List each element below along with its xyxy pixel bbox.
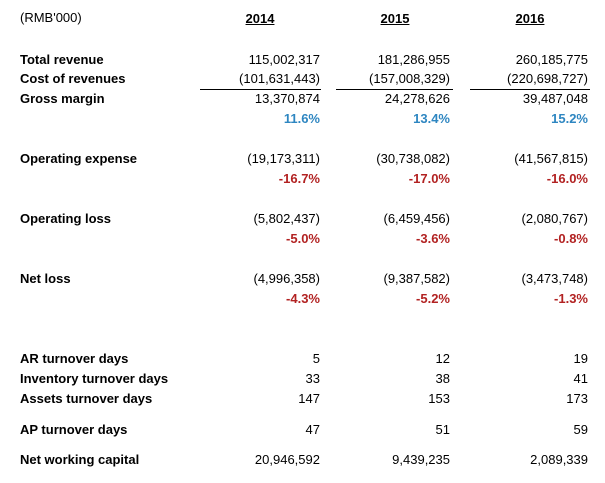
inventory-turnover-days-2015: 38 bbox=[435, 371, 450, 386]
ap-turnover-days-2015: 51 bbox=[435, 422, 450, 437]
operating-expense-pct-2014: -16.7% bbox=[278, 171, 320, 186]
unit-label: (RMB'000) bbox=[20, 10, 82, 25]
gross-margin-pct-2015: 13.4% bbox=[413, 111, 450, 126]
year-header-2016: 2016 bbox=[515, 11, 545, 26]
operating-loss-pct-2016: -0.8% bbox=[554, 231, 588, 246]
net-loss-2015: (9,387,582) bbox=[383, 271, 451, 286]
net-working-capital-2015: 9,439,235 bbox=[392, 452, 450, 467]
operating-expense-2014: (19,173,311) bbox=[247, 151, 320, 166]
year-header-2014: 2014 bbox=[245, 11, 275, 26]
net-loss-2014: (4,996,358) bbox=[253, 271, 321, 286]
inventory-turnover-days-2014: 33 bbox=[305, 371, 320, 386]
operating-loss-pct-2015: -3.6% bbox=[416, 231, 450, 246]
total-revenue-2015: 181,286,955 bbox=[377, 52, 450, 67]
inventory-turnover-days-2016: 41 bbox=[573, 371, 588, 386]
net-loss-pct-2014: -4.3% bbox=[286, 291, 320, 306]
cost-of-revenues-2014: (101,631,443) bbox=[239, 71, 320, 86]
row-label-cost-of-revenues: Cost of revenues bbox=[20, 71, 126, 86]
row-label-net-working-capital: Net working capital bbox=[20, 452, 140, 467]
gross-margin-pct-2016: 15.2% bbox=[551, 111, 588, 126]
cost-of-revenues-2015: (157,008,329) bbox=[369, 71, 450, 86]
year-header-2015: 2015 bbox=[380, 11, 410, 26]
operating-expense-2016: (41,567,815) bbox=[514, 151, 588, 166]
operating-loss-2014: (5,802,437) bbox=[253, 211, 321, 226]
net-working-capital-2014: 20,946,592 bbox=[254, 452, 320, 467]
ar-turnover-days-2014: 5 bbox=[312, 351, 320, 366]
operating-expense-pct-2016: -16.0% bbox=[546, 171, 588, 186]
row-label-ap-turnover-days: AP turnover days bbox=[20, 422, 128, 437]
total-revenue-2016: 260,185,775 bbox=[515, 52, 588, 67]
gross-margin-2016: 39,487,048 bbox=[522, 91, 588, 106]
row-label-total-revenue: Total revenue bbox=[20, 52, 104, 67]
operating-loss-2016: (2,080,767) bbox=[521, 211, 589, 226]
ar-turnover-days-2016: 19 bbox=[573, 351, 588, 366]
row-label-ar-turnover-days: AR turnover days bbox=[20, 351, 129, 366]
net-loss-2016: (3,473,748) bbox=[521, 271, 589, 286]
assets-turnover-days-2014: 147 bbox=[298, 391, 320, 406]
ap-turnover-days-2016: 59 bbox=[573, 422, 588, 437]
subtotal-rule-2015 bbox=[336, 89, 453, 90]
gross-margin-2015: 24,278,626 bbox=[384, 91, 450, 106]
total-revenue-2014: 115,002,317 bbox=[248, 52, 320, 67]
net-loss-pct-2016: -1.3% bbox=[554, 291, 588, 306]
gross-margin-pct-2014: 11.6% bbox=[283, 111, 320, 126]
operating-loss-2015: (6,459,456) bbox=[383, 211, 451, 226]
row-label-net-loss: Net loss bbox=[20, 271, 71, 286]
row-label-gross-margin: Gross margin bbox=[20, 91, 105, 106]
cost-of-revenues-2016: (220,698,727) bbox=[507, 71, 588, 86]
operating-expense-2015: (30,738,082) bbox=[376, 151, 450, 166]
row-label-operating-expense: Operating expense bbox=[20, 151, 138, 166]
operating-expense-pct-2015: -17.0% bbox=[408, 171, 450, 186]
net-working-capital-2016: 2,089,339 bbox=[530, 452, 588, 467]
assets-turnover-days-2015: 153 bbox=[428, 391, 450, 406]
row-label-inventory-turnover-days: Inventory turnover days bbox=[20, 371, 169, 386]
row-label-operating-loss: Operating loss bbox=[20, 211, 112, 226]
net-loss-pct-2015: -5.2% bbox=[416, 291, 450, 306]
gross-margin-2014: 13,370,874 bbox=[254, 91, 320, 106]
ap-turnover-days-2014: 47 bbox=[305, 422, 320, 437]
operating-loss-pct-2014: -5.0% bbox=[286, 231, 320, 246]
subtotal-rule-2014 bbox=[200, 89, 321, 90]
assets-turnover-days-2016: 173 bbox=[566, 391, 588, 406]
ar-turnover-days-2015: 12 bbox=[435, 351, 450, 366]
subtotal-rule-2016 bbox=[470, 89, 590, 90]
row-label-assets-turnover-days: Assets turnover days bbox=[20, 391, 153, 406]
